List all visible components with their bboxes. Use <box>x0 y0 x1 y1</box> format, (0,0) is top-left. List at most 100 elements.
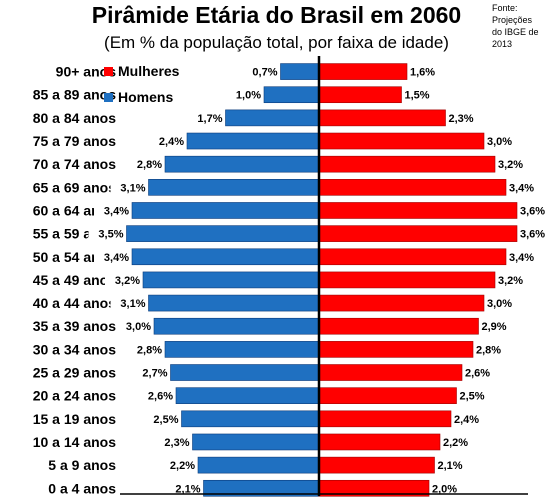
age-group-label: 15 a 19 anos <box>33 411 116 427</box>
women-bar <box>318 294 485 312</box>
women-data-label-bg <box>430 480 466 497</box>
age-group-label: 90+ anos <box>56 64 117 80</box>
men-bar <box>186 132 320 150</box>
chart-title: Pirâmide Etária do Brasil em 2060 <box>91 2 462 28</box>
women-data-label-bg <box>474 341 510 358</box>
men-data-label-bg <box>132 364 169 381</box>
women-data-label-bg <box>452 410 488 427</box>
women-bar <box>318 179 507 196</box>
men-data-label: 2,6% <box>148 391 173 403</box>
men-data-label: 2,7% <box>142 368 167 380</box>
men-data-label-bg <box>127 156 163 173</box>
legend-swatch-women <box>104 67 113 76</box>
men-bar <box>148 179 320 196</box>
men-data-label: 3,5% <box>98 229 123 241</box>
men-data-label-bg <box>226 86 262 103</box>
men-bar <box>263 86 320 104</box>
women-data-label: 3,4% <box>509 182 534 194</box>
men-bar <box>131 248 320 266</box>
age-group-label: 20 a 24 anos <box>33 388 116 404</box>
men-data-label: 2,3% <box>164 437 189 449</box>
age-group-label: 10 a 14 anos <box>33 434 116 450</box>
women-data-label: 2,2% <box>443 437 468 449</box>
men-bar <box>164 341 320 358</box>
age-group-label: 80 a 84 anos <box>33 110 116 126</box>
men-data-label: 3,1% <box>120 298 145 310</box>
men-data-label: 2,8% <box>137 344 162 356</box>
women-data-label-bg <box>435 457 472 474</box>
women-data-label-bg <box>441 433 477 450</box>
women-bar <box>318 410 452 428</box>
women-bar <box>318 456 435 474</box>
men-data-label: 3,1% <box>120 182 145 194</box>
men-bar <box>148 294 320 312</box>
women-data-label-bg <box>408 63 444 80</box>
age-group-label: 25 a 29 anos <box>33 365 116 381</box>
men-data-label-bg <box>187 109 224 126</box>
women-data-label: 3,0% <box>487 298 512 310</box>
men-bar <box>192 433 320 451</box>
men-bar <box>164 155 320 173</box>
women-data-label: 3,4% <box>509 252 534 264</box>
men-bar <box>131 202 320 219</box>
women-data-label: 2,1% <box>438 460 463 472</box>
women-bar <box>318 364 463 381</box>
source-line: Projeções <box>492 15 533 25</box>
men-data-label-bg <box>149 133 185 150</box>
women-data-label-bg <box>457 387 494 404</box>
men-data-label-bg <box>160 457 196 474</box>
source-line: 2013 <box>492 39 513 49</box>
men-bar <box>175 387 320 404</box>
men-data-label-bg <box>110 295 147 312</box>
source-line: do IBGE de <box>492 27 539 37</box>
age-group-label: 40 a 44 anos <box>33 295 116 311</box>
men-data-label: 3,4% <box>104 252 129 264</box>
age-group-label: 85 a 89 anos <box>33 87 116 103</box>
men-data-label-bg <box>94 202 130 219</box>
women-data-label: 3,6% <box>520 229 545 241</box>
age-group-label: 35 a 39 anos <box>33 318 116 334</box>
men-bar <box>225 109 320 127</box>
women-data-label-bg <box>507 179 543 196</box>
age-group-label: 0 a 4 anos <box>48 480 116 496</box>
age-group-label: 75 a 79 anos <box>33 133 116 149</box>
women-data-label: 3,2% <box>498 159 523 171</box>
women-bar <box>318 317 479 335</box>
women-data-label: 3,2% <box>498 275 523 287</box>
men-data-label-bg <box>242 63 279 80</box>
men-data-label-bg <box>138 387 174 404</box>
legend-label-men: Homens <box>118 89 173 105</box>
source-line: Fonte: <box>492 3 518 13</box>
men-data-label-bg <box>110 179 147 196</box>
women-data-label: 2,9% <box>482 321 507 333</box>
women-data-label-bg <box>518 225 553 242</box>
women-data-label: 2,8% <box>476 344 501 356</box>
women-bar <box>318 132 485 150</box>
source-note: Fonte: Projeções do IBGE de 2013 <box>492 2 552 50</box>
age-group-label: 45 a 49 anos <box>33 272 116 288</box>
women-data-label-bg <box>402 86 439 103</box>
men-bar <box>142 271 320 289</box>
chart-subtitle: (Em % da população total, por faixa de i… <box>104 33 449 52</box>
women-data-label-bg <box>463 364 499 381</box>
women-bar <box>318 341 474 358</box>
women-data-label: 2,4% <box>454 414 479 426</box>
men-data-label: 2,2% <box>170 460 195 472</box>
legend-label-women: Mulheres <box>118 63 180 79</box>
men-data-label: 1,0% <box>236 90 261 102</box>
women-data-label-bg <box>507 248 543 265</box>
women-data-label: 2,3% <box>449 113 474 125</box>
men-bar <box>197 456 320 474</box>
women-bar <box>318 202 518 219</box>
legend-swatch-men <box>104 93 113 102</box>
women-bar <box>318 387 457 404</box>
men-data-label: 3,2% <box>115 275 140 287</box>
men-data-label-bg <box>88 225 125 242</box>
men-data-label: 3,4% <box>104 205 129 217</box>
men-data-label-bg <box>105 271 141 288</box>
women-data-label: 2,0% <box>432 483 457 495</box>
women-bar <box>318 271 496 289</box>
women-data-label-bg <box>485 295 521 312</box>
women-data-label-bg <box>496 271 532 288</box>
men-data-label-bg <box>116 318 152 335</box>
